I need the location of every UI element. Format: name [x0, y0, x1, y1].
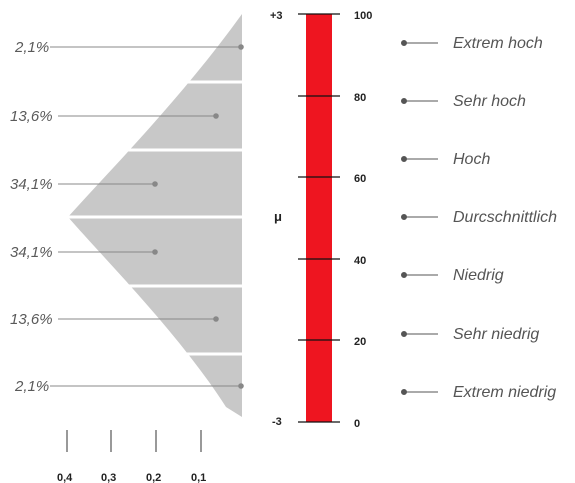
percentage-label-1: 2,1% — [14, 39, 49, 56]
percentage-label-4: 34,1% — [10, 244, 53, 261]
percentage-label-3: 34,1% — [10, 176, 53, 193]
score-bar — [306, 14, 332, 422]
category-label: Sehr hoch — [453, 93, 526, 110]
score-tick-label: 0 — [354, 418, 360, 430]
percentage-dots — [152, 44, 244, 389]
sigma-mean-label: μ — [274, 209, 282, 224]
score-tick-label: 100 — [354, 10, 372, 22]
density-tick-label: 0,4 — [57, 472, 73, 483]
category-markers — [401, 40, 438, 395]
sigma-top-label: +3 — [270, 10, 283, 22]
score-tick-label: 40 — [354, 255, 366, 267]
category-label: Extrem hoch — [453, 35, 543, 52]
density-tick-label: 0,2 — [146, 472, 161, 483]
score-tick-label: 80 — [354, 92, 366, 104]
category-label: Hoch — [453, 151, 490, 168]
score-bar-ticks — [298, 13, 340, 423]
category-label: Extrem niedrig — [453, 384, 556, 401]
density-tick-label: 0,3 — [101, 472, 116, 483]
percentage-leaders — [50, 46, 241, 387]
category-label: Durcschnittlich — [453, 209, 557, 226]
percentage-label-6: 2,1% — [14, 378, 49, 395]
percentage-label-2: 13,6% — [10, 108, 53, 125]
category-label: Sehr niedrig — [453, 326, 539, 343]
score-tick-label: 60 — [354, 173, 366, 185]
category-label: Niedrig — [453, 267, 504, 284]
curve-separators — [60, 80, 250, 356]
sigma-bottom-label: -3 — [272, 416, 282, 428]
density-axis-ticks — [66, 430, 202, 452]
score-tick-label: 20 — [354, 336, 366, 348]
density-tick-label: 0,1 — [191, 472, 206, 483]
percentage-label-5: 13,6% — [10, 311, 53, 328]
